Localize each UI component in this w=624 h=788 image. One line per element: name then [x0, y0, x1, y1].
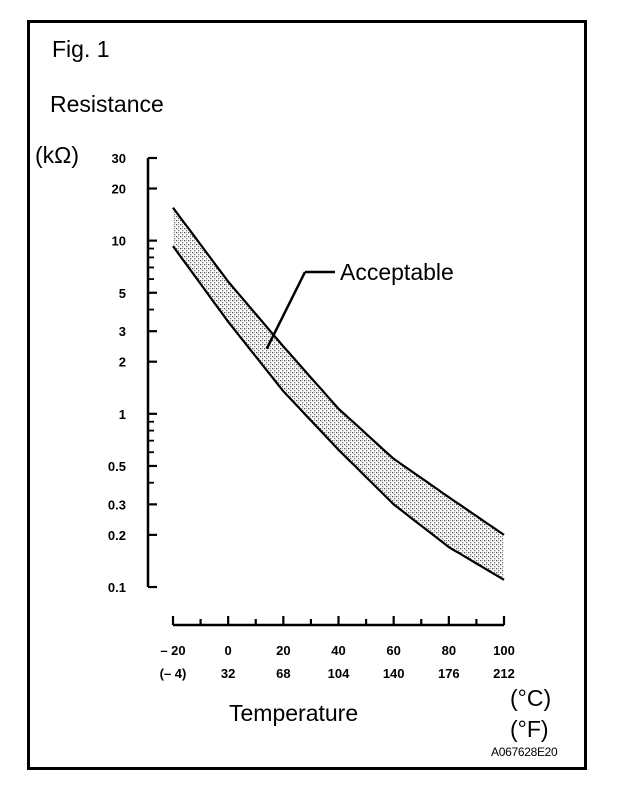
acceptable-annotation: Acceptable — [340, 259, 454, 285]
x-tick-label-celsius: 20 — [276, 643, 290, 658]
x-tick-label-celsius: – 20 — [160, 643, 185, 658]
y-tick-label: 20 — [112, 181, 126, 196]
y-tick-label: 1 — [119, 407, 126, 422]
x-tick-label-fahrenheit: 140 — [383, 666, 405, 681]
y-tick-label: 10 — [112, 234, 126, 249]
x-axis-unit-celsius: (°C) — [510, 685, 552, 711]
x-tick-label-fahrenheit: 212 — [493, 666, 515, 681]
y-tick-label: 2 — [119, 355, 126, 370]
y-axis-unit: (kΩ) — [35, 142, 80, 168]
figure-label: Fig. 1 — [52, 36, 110, 62]
x-tick-label-fahrenheit: 32 — [221, 666, 235, 681]
y-tick-label: 0.5 — [108, 459, 126, 474]
x-tick-label-fahrenheit: 104 — [328, 666, 350, 681]
x-tick-label-celsius: 60 — [386, 643, 400, 658]
x-tick-label-celsius: 0 — [225, 643, 232, 658]
upper-limit-line — [172, 207, 505, 536]
x-tick-label-celsius: 80 — [442, 643, 456, 658]
figure-frame — [27, 20, 587, 770]
annotation-leader-diagonal — [265, 271, 307, 350]
y-tick-label: 5 — [119, 286, 126, 301]
x-tick-label-celsius: 40 — [331, 643, 345, 658]
y-axis-title: Resistance — [50, 91, 164, 117]
lower-limit-line — [172, 245, 505, 581]
x-tick-label-fahrenheit: (– 4) — [160, 666, 187, 681]
y-tick-label: 3 — [119, 324, 126, 339]
x-axis-title: Temperature — [229, 700, 359, 726]
y-tick-label: 30 — [112, 151, 126, 166]
x-axis-unit-fahrenheit: (°F) — [510, 716, 549, 742]
y-tick-label: 0.2 — [108, 528, 126, 543]
y-tick-label: 0.3 — [108, 497, 126, 512]
acceptable-band-area — [173, 207, 504, 580]
x-tick-label-fahrenheit: 176 — [438, 666, 460, 681]
figure-code: A067628E20 — [491, 745, 558, 759]
y-tick-label: 0.1 — [108, 580, 126, 595]
x-tick-label-celsius: 100 — [493, 643, 515, 658]
x-tick-label-fahrenheit: 68 — [276, 666, 290, 681]
